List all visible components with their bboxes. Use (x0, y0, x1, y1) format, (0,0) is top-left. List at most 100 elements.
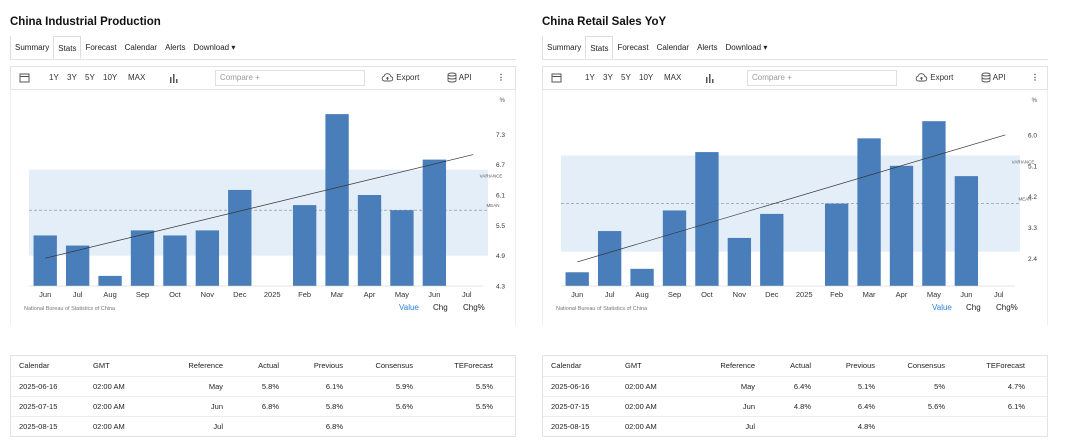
x-tick-label: Apr (364, 290, 376, 299)
api-button[interactable]: API (981, 67, 1006, 89)
x-tick-label: Jun (39, 290, 51, 299)
table-cell: 4.8% (793, 402, 811, 411)
tab-alerts[interactable]: Alerts (697, 43, 718, 52)
tab-download[interactable]: Download ▾ (725, 43, 768, 52)
tab-download[interactable]: Download ▾ (193, 43, 236, 52)
bar (357, 195, 382, 286)
api-button[interactable]: API (447, 67, 472, 89)
x-tick-label: Sep (668, 290, 681, 299)
range-1y-button[interactable]: 1Y (49, 73, 59, 82)
table-cell (417, 417, 497, 436)
tab-stats[interactable]: Stats (585, 36, 614, 59)
compare-input[interactable]: Compare + (215, 70, 365, 86)
value-tab[interactable]: Value (932, 303, 952, 312)
table-row: 2025-07-15 02:00 AM Jun 4.8% 6.4% 5.6% 6.1% (543, 396, 1047, 416)
export-button[interactable]: Export (915, 67, 953, 89)
table-cell: 4.8% (857, 422, 875, 431)
tab-calendar[interactable]: Calendar (656, 43, 690, 52)
column-header: GMT (625, 361, 642, 370)
column-header: Previous (313, 361, 343, 370)
table-cell: 02:00 AM (93, 402, 125, 411)
y-tick-label: 6.7 (496, 162, 505, 169)
api-label: API (992, 73, 1006, 82)
range-3y-button[interactable]: 3Y (603, 73, 613, 82)
y-tick-label: 6.1 (496, 193, 505, 200)
panel-tabs: Summary Stats Forecast Calendar Alerts D… (10, 36, 516, 60)
range-10y-button[interactable]: 10Y (103, 73, 118, 82)
y-tick-label: 4.2 (1028, 194, 1037, 201)
table-cell: 6.4% (793, 382, 811, 391)
table-cell: 02:00 AM (625, 382, 657, 391)
range-3y-button[interactable]: 3Y (67, 73, 77, 82)
table-cell: Jul (745, 422, 755, 431)
table-cell: 6.1% (325, 382, 343, 391)
column-header: TEForecast (986, 361, 1025, 370)
table-row: 2025-07-15 02:00 AM Jun 6.8% 5.8% 5.6% 5.5% (11, 396, 515, 416)
table-cell: 02:00 AM (93, 382, 125, 391)
table-cell: 5.5% (475, 402, 493, 411)
table-header-row: Calendar GMT Reference Actual Previous Consen… (11, 356, 515, 376)
calendar-table: Calendar GMT Reference Actual Previous Consen… (542, 355, 1048, 437)
x-tick-label: Feb (830, 290, 843, 299)
bar (228, 189, 252, 286)
table-cell: 5.1% (857, 382, 875, 391)
range-1y-button[interactable]: 1Y (585, 73, 595, 82)
range-max-button[interactable]: MAX (664, 73, 682, 82)
chg-tab[interactable]: Chg (966, 303, 981, 312)
x-tick-label: Sep (136, 290, 149, 299)
more-options-icon[interactable]: ⋮ (1031, 73, 1039, 82)
tab-forecast[interactable]: Forecast (85, 43, 117, 52)
calendar-icon[interactable] (19, 67, 30, 89)
tab-alerts[interactable]: Alerts (165, 43, 186, 52)
table-cell: 6.8% (325, 422, 343, 431)
chg-tab[interactable]: Chg (433, 303, 448, 312)
tab-summary[interactable]: Summary (10, 36, 53, 59)
tab-stats[interactable]: Stats (53, 36, 82, 59)
range-10y-button[interactable]: 10Y (639, 73, 654, 82)
table-row: 2025-08-15 02:00 AM Jul 6.8% (11, 416, 515, 436)
x-tick-label: Aug (635, 290, 648, 299)
export-label: Export (396, 73, 420, 82)
table-row: 2025-06-16 02:00 AM May 5.8% 6.1% 5.9% 5.5% (11, 376, 515, 396)
x-tick-label: 2025 (796, 290, 813, 299)
x-tick-label: Feb (298, 290, 311, 299)
chart-type-icon[interactable] (169, 67, 179, 89)
source-label: National Bureau of Statistics of China (24, 306, 116, 312)
chg-pct-tab[interactable]: Chg% (996, 303, 1018, 312)
range-5y-button[interactable]: 5Y (621, 73, 631, 82)
value-tab[interactable]: Value (399, 303, 419, 312)
bar (325, 114, 349, 286)
table-header-row: Calendar GMT Reference Actual Previous Consen… (543, 356, 1047, 376)
y-tick-label: 3.3 (1028, 225, 1037, 232)
tab-summary[interactable]: Summary (542, 36, 585, 59)
x-tick-label: Dec (765, 290, 779, 299)
more-options-icon[interactable]: ⋮ (497, 73, 505, 82)
bar (422, 159, 447, 286)
trend-line (45, 154, 474, 259)
column-header: Calendar (19, 361, 50, 370)
calendar-icon[interactable] (551, 67, 562, 89)
bar (857, 138, 881, 286)
panel-title: China Retail Sales YoY (542, 16, 667, 28)
range-max-button[interactable]: MAX (128, 73, 146, 82)
y-tick-label: 7.3 (496, 132, 505, 139)
x-tick-label: Jun (960, 290, 972, 299)
bar (630, 268, 654, 286)
tab-forecast[interactable]: Forecast (617, 43, 649, 52)
table-cell: 5.8% (325, 402, 343, 411)
compare-input[interactable]: Compare + (747, 70, 897, 86)
bar (390, 210, 414, 286)
variance-label: VARIANCE (1012, 160, 1035, 165)
x-tick-label: Jul (994, 290, 1004, 299)
chg-pct-tab[interactable]: Chg% (463, 303, 485, 312)
chart-type-icon[interactable] (705, 67, 715, 89)
table-cell: 6.8% (261, 402, 279, 411)
x-tick-label: May (927, 290, 941, 299)
table-cell: 02:00 AM (625, 422, 657, 431)
table-cell: 2025-06-16 (551, 382, 590, 391)
mean-label: MEAN (1018, 197, 1031, 202)
tab-calendar[interactable]: Calendar (124, 43, 158, 52)
range-5y-button[interactable]: 5Y (85, 73, 95, 82)
chart-toolbar: 1Y 3Y 5Y 10Y MAX Compare + Export API ⋮ (542, 66, 1048, 90)
export-button[interactable]: Export (381, 67, 419, 89)
